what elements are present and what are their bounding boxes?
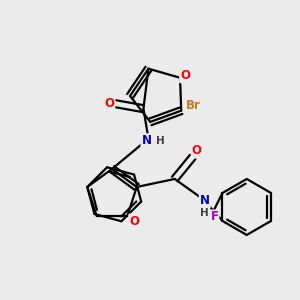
Text: O: O bbox=[129, 214, 139, 227]
Text: N: N bbox=[200, 194, 210, 208]
Text: N: N bbox=[141, 134, 152, 147]
Text: O: O bbox=[180, 69, 190, 82]
Text: F: F bbox=[211, 211, 218, 224]
Text: H: H bbox=[200, 208, 209, 218]
Text: O: O bbox=[104, 97, 114, 110]
Text: Br: Br bbox=[186, 99, 201, 112]
Text: H: H bbox=[156, 136, 165, 146]
Text: O: O bbox=[192, 145, 202, 158]
